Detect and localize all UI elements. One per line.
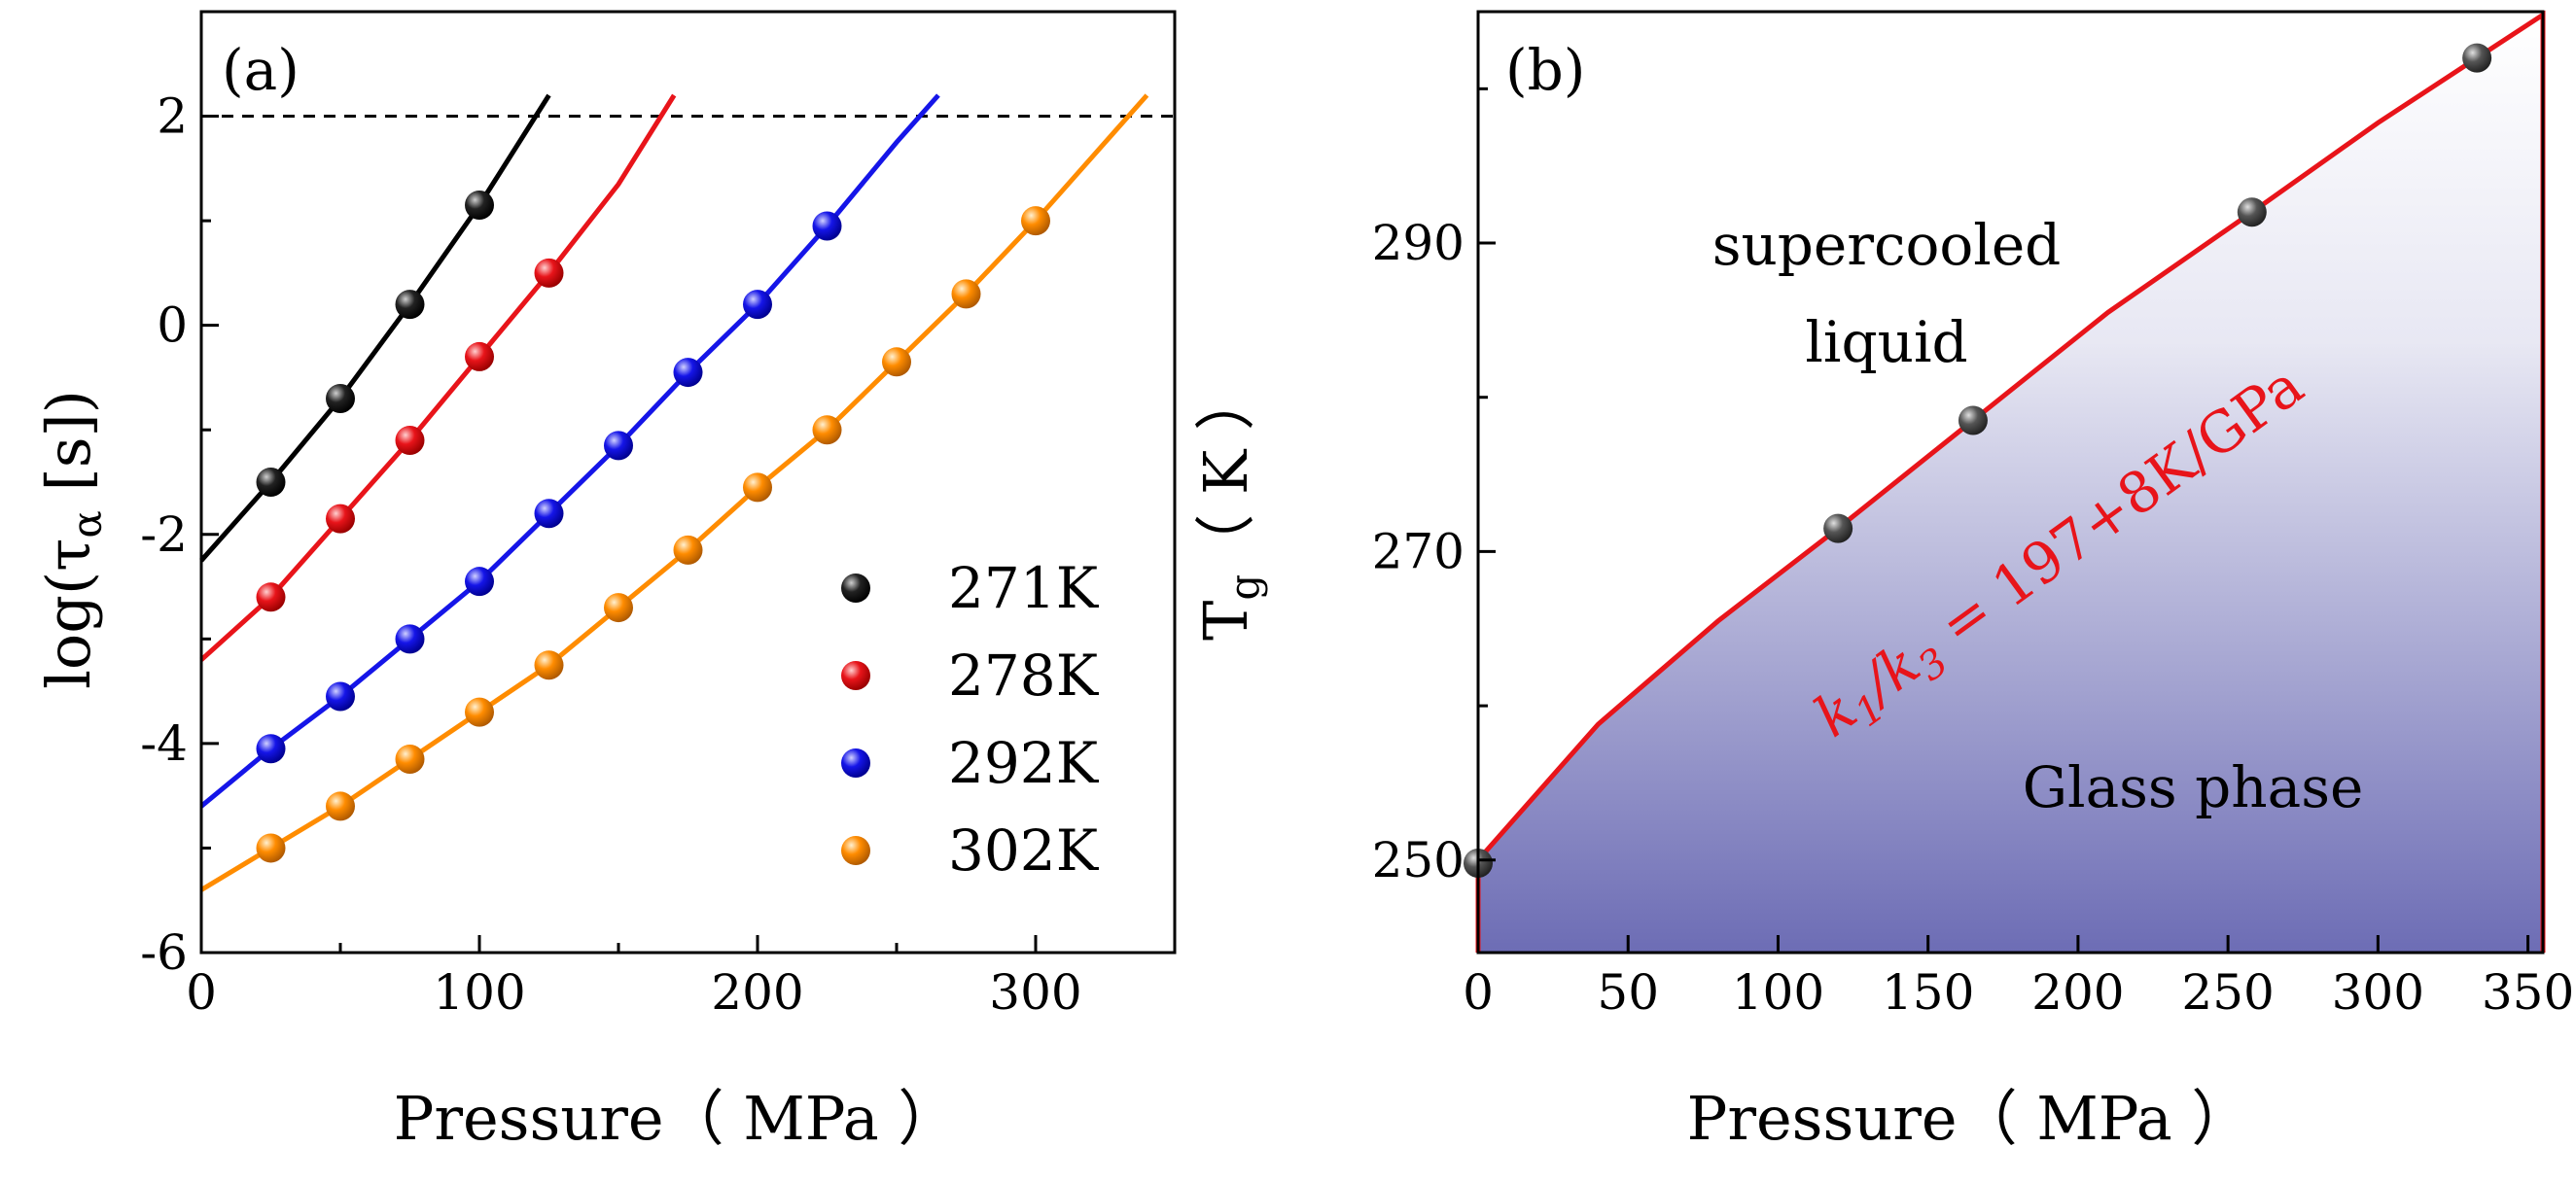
panel-a-y-title-sub: α xyxy=(63,510,111,538)
data-point-271K xyxy=(326,383,355,413)
x-tick-label: 300 xyxy=(989,964,1081,1021)
x-tick-label: 300 xyxy=(2332,964,2424,1021)
x-tick-label: 50 xyxy=(1597,964,1659,1021)
x-tick-label: 200 xyxy=(711,964,803,1021)
data-point-302K xyxy=(743,472,772,503)
panel-b-plot-frame xyxy=(1476,10,2545,955)
data-point-302K xyxy=(1021,206,1050,236)
data-point-302K xyxy=(673,535,703,565)
tg-data-point xyxy=(2462,43,2492,73)
data-point-292K xyxy=(395,624,425,654)
data-point-302K xyxy=(812,415,842,445)
panel-a-y-title-rest: [s]) xyxy=(33,390,104,510)
panel-b-ticks: 0 50 100 150 200 250 300 350 250 270 290 xyxy=(1372,87,2574,1021)
data-point-278K xyxy=(465,341,494,371)
data-point-302K xyxy=(534,650,564,680)
panel-b-label: (b) xyxy=(1505,37,1585,103)
x-tick-label: 200 xyxy=(2031,964,2124,1021)
data-point-302K xyxy=(395,745,425,775)
legend-marker-292K xyxy=(841,748,870,778)
data-point-278K xyxy=(326,504,355,534)
data-point-302K xyxy=(882,347,911,377)
tg-data-point xyxy=(2237,197,2267,227)
panel-b-y-title-rest: （ K ） xyxy=(1190,370,1261,574)
panel-a-y-axis-title: log(τα [s]) xyxy=(33,390,111,689)
data-point-302K xyxy=(326,791,355,821)
data-point-278K xyxy=(534,258,564,288)
fit-line-271K xyxy=(199,93,551,563)
panel-a-ticks: 0 100 200 300 -6 -4 -2 0 2 xyxy=(140,88,1081,1021)
data-point-271K xyxy=(465,190,494,220)
data-point-302K xyxy=(604,593,633,623)
y-tick-label: 270 xyxy=(1372,523,1464,579)
x-tick-label: 250 xyxy=(2181,964,2274,1021)
data-point-292K xyxy=(673,358,703,388)
data-point-271K xyxy=(256,468,286,497)
y-tick-label: -4 xyxy=(140,715,188,772)
legend-label-292K: 292K xyxy=(948,730,1100,796)
panel-a-legend: 271K 278K 292K 302K xyxy=(841,555,1100,884)
x-tick-label: 150 xyxy=(1882,964,1974,1021)
panel-b-y-title-sub: g xyxy=(1220,574,1268,601)
data-point-292K xyxy=(604,431,633,461)
panel-a-y-title-main: log(τ xyxy=(33,539,104,689)
liquid-label: liquid xyxy=(1805,309,1967,375)
legend-label-271K: 271K xyxy=(948,555,1100,621)
tg-data-point xyxy=(1823,513,1853,543)
fit-line-292K xyxy=(199,93,940,809)
x-tick-label: 100 xyxy=(433,964,525,1021)
legend-marker-271K xyxy=(841,574,870,603)
data-point-292K xyxy=(743,290,772,320)
panel-a-plot-frame xyxy=(199,10,1177,955)
data-point-302K xyxy=(951,279,981,309)
y-tick-label: -2 xyxy=(140,506,188,563)
data-point-292K xyxy=(465,567,494,597)
tg-data-point xyxy=(1958,405,1988,435)
data-point-302K xyxy=(256,833,286,863)
panel-b-chart: 0 50 100 150 200 250 300 350 250 270 290 (b) super… xyxy=(1190,10,2574,1154)
legend-label-278K: 278K xyxy=(948,643,1100,709)
panel-b-y-axis-title: Tg（ K ） xyxy=(1190,370,1268,641)
data-point-292K xyxy=(812,211,842,241)
x-tick-label: 350 xyxy=(2482,964,2574,1021)
panel-b-data-points xyxy=(1464,43,2492,878)
panel-a-data-points xyxy=(256,190,1050,863)
data-point-302K xyxy=(465,697,494,727)
y-tick-label: 2 xyxy=(157,88,188,145)
data-point-271K xyxy=(395,290,425,320)
y-tick-label: 290 xyxy=(1372,215,1464,271)
data-point-292K xyxy=(256,734,286,764)
x-tick-label: 0 xyxy=(1463,964,1494,1021)
x-tick-label: 100 xyxy=(1732,964,1824,1021)
legend-marker-302K xyxy=(841,836,870,865)
fit-line-278K xyxy=(199,93,677,662)
data-point-292K xyxy=(534,499,564,529)
panel-a-chart: 0 100 200 300-6-4-202 (a) 271K278K292K302K … xyxy=(33,10,1177,1154)
panel-a-x-axis-title: Pressure（ MPa ） xyxy=(394,1083,959,1154)
panel-b-y-title-main: T xyxy=(1190,601,1261,641)
x-tick-label: 0 xyxy=(186,964,217,1021)
supercooled-label: supercooled xyxy=(1712,212,2062,278)
legend-marker-278K xyxy=(841,661,870,690)
y-tick-label: 250 xyxy=(1372,832,1464,888)
data-point-292K xyxy=(326,681,355,712)
legend-label-302K: 302K xyxy=(948,817,1100,884)
glass-phase-label: Glass phase xyxy=(2023,754,2364,820)
panel-a-label: (a) xyxy=(222,37,300,103)
y-tick-label: -6 xyxy=(140,924,188,981)
data-point-278K xyxy=(256,582,286,612)
glass-phase-region xyxy=(1478,15,2543,953)
data-point-278K xyxy=(395,425,425,455)
panel-b-x-axis-title: Pressure（ MPa ） xyxy=(1687,1083,2252,1154)
y-tick-label: 0 xyxy=(157,297,188,354)
